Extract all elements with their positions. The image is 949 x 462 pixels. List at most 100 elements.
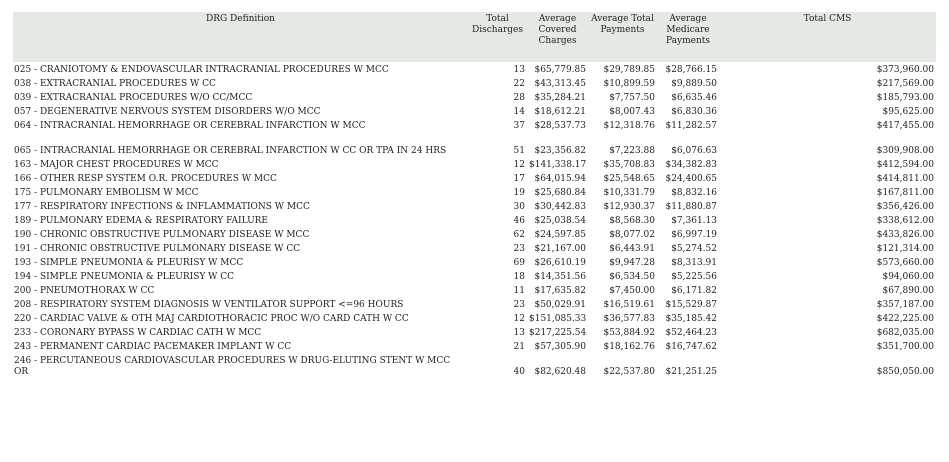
total-discharges-cell: 12 [513, 160, 525, 170]
avg-total-payments-cell: $12,930.37 [603, 202, 655, 212]
table-row: 190 - CHRONIC OBSTRUCTIVE PULMONARY DISE… [13, 227, 936, 241]
avg-covered-charges-cell: $65,779.85 [534, 65, 586, 75]
table-row: 208 - RESPIRATORY SYSTEM DIAGNOSIS W VEN… [13, 297, 936, 311]
total-cms-cell: $412,594.00 [876, 160, 934, 170]
total-cms-cell: $217,569.00 [876, 79, 934, 89]
drg-definition-cell: 194 - SIMPLE PNEUMONIA & PLEURISY W CC [14, 272, 235, 282]
table-row: 233 - CORONARY BYPASS W CARDIAC CATH W M… [13, 325, 936, 339]
drg-table-container: DRG Definition Total Discharges Average … [13, 12, 936, 378]
total-cms-cell: $414,811.00 [876, 174, 934, 184]
avg-total-payments-cell: $29,789.85 [603, 65, 655, 75]
avg-total-payments-cell: $8,077.02 [609, 230, 655, 240]
avg-covered-charges-cell: $18,612.21 [534, 107, 586, 117]
total-discharges-cell: 13 [513, 328, 525, 338]
avg-medicare-payments-cell: $11,880.87 [665, 202, 717, 212]
total-cms-cell: $433,826.00 [876, 230, 934, 240]
table-row: 243 - PERMANENT CARDIAC PACEMAKER IMPLAN… [13, 339, 936, 353]
total-cms-cell: $351,700.00 [876, 342, 934, 352]
total-discharges-cell: 19 [513, 188, 525, 198]
table-row: 064 - INTRACRANIAL HEMORRHAGE OR CEREBRA… [13, 118, 936, 132]
avg-total-payments-cell: $53,884.92 [603, 328, 655, 338]
avg-total-payments-cell: $36,577.83 [603, 314, 655, 324]
total-cms-cell: $121,314.00 [876, 244, 934, 254]
table-row: 025 - CRANIOTOMY & ENDOVASCULAR INTRACRA… [13, 62, 936, 76]
avg-medicare-payments-cell: $15,529.87 [665, 300, 717, 310]
avg-medicare-payments-cell: $6,076.63 [671, 146, 717, 156]
avg-total-payments-cell: $8,007.43 [609, 107, 655, 117]
header-row: DRG Definition Total Discharges Average … [13, 12, 936, 62]
drg-definition-cell: 243 - PERMANENT CARDIAC PACEMAKER IMPLAN… [14, 342, 292, 352]
table-row: 163 - MAJOR CHEST PROCEDURES W MCC 12 $141… [13, 157, 936, 171]
avg-covered-charges-cell: $17,635.82 [534, 286, 586, 296]
total-discharges-cell: 30 [513, 202, 525, 212]
total-cms-cell: $850,050.00 [876, 367, 934, 377]
avg-covered-charges-cell: $43,313.45 [534, 79, 586, 89]
total-discharges-cell: 23 [513, 300, 525, 310]
total-cms-cell: $373,960.00 [876, 65, 934, 75]
drg-definition-cell: 039 - EXTRACRANIAL PROCEDURES W/O CC/MCC [14, 93, 253, 103]
drg-definition-cell: 190 - CHRONIC OBSTRUCTIVE PULMONARY DISE… [14, 230, 310, 240]
avg-covered-charges-cell: $50,029.91 [534, 300, 586, 310]
avg-medicare-payments-cell: $6,635.46 [671, 93, 717, 103]
total-discharges-cell: 62 [513, 230, 525, 240]
avg-total-payments-cell: $7,450.00 [609, 286, 655, 296]
table-row: 191 - CHRONIC OBSTRUCTIVE PULMONARY DISE… [13, 241, 936, 255]
total-cms-cell: $356,426.00 [876, 202, 934, 212]
table-row: 039 - EXTRACRANIAL PROCEDURES W/O CC/MCC… [13, 90, 936, 104]
avg-total-payments-cell: $16,519.61 [603, 300, 655, 310]
total-discharges-cell: 21 [513, 342, 525, 352]
table-row: 175 - PULMONARY EMBOLISM W MCC 19 $25,680.… [13, 185, 936, 199]
total-discharges-cell: 17 [513, 174, 525, 184]
total-discharges-cell: 22 [513, 79, 525, 89]
total-discharges-cell: 28 [513, 93, 525, 103]
avg-total-payments-cell: $10,331.79 [603, 188, 655, 198]
total-discharges-cell: 37 [513, 121, 525, 131]
avg-medicare-payments-cell: $16,747.62 [665, 342, 717, 352]
drg-definition-cell: 220 - CARDIAC VALVE & OTH MAJ CARDIOTHOR… [14, 314, 409, 324]
total-cms-cell: $357,187.00 [876, 300, 934, 310]
total-discharges-cell: 69 [513, 258, 525, 268]
avg-covered-charges-cell: $14,351.56 [534, 272, 586, 282]
total-cms-cell: $682,035.00 [876, 328, 934, 338]
total-cms-cell: $309,908.00 [876, 146, 934, 156]
table-row: 057 - DEGENERATIVE NERVOUS SYSTEM DISORD… [13, 104, 936, 118]
avg-total-payments-cell: $8,568.30 [609, 216, 655, 226]
avg-medicare-payments-cell: $34,382.83 [665, 160, 717, 170]
drg-definition-cell: 025 - CRANIOTOMY & ENDOVASCULAR INTRACRA… [14, 65, 389, 75]
avg-total-payments-cell: $18,162.76 [603, 342, 655, 352]
avg-medicare-payments-cell: $21,251.25 [665, 367, 717, 377]
header-average-total-payments: Average Total Payments [588, 12, 657, 62]
avg-medicare-payments-cell: $7,361.13 [671, 216, 717, 226]
total-discharges-cell: 46 [513, 216, 525, 226]
avg-total-payments-cell: $6,443.91 [609, 244, 655, 254]
table-row: 038 - EXTRACRANIAL PROCEDURES W CC 22 $43,… [13, 76, 936, 90]
total-discharges-cell: 51 [513, 146, 525, 156]
table-row: 065 - INTRACRANIAL HEMORRHAGE OR CEREBRA… [13, 132, 936, 157]
drg-definition-cell: 064 - INTRACRANIAL HEMORRHAGE OR CEREBRA… [14, 121, 366, 131]
total-cms-cell: $67,890.00 [882, 286, 934, 296]
table-row: 200 - PNEUMOTHORAX W CC 11 $17,635.82 $7,45… [13, 283, 936, 297]
avg-total-payments-cell: $7,757.50 [609, 93, 655, 103]
avg-covered-charges-cell: $30,442.83 [534, 202, 586, 212]
drg-definition-cell: 233 - CORONARY BYPASS W CARDIAC CATH W M… [14, 328, 262, 338]
total-discharges-cell: 12 [513, 314, 525, 324]
header-total-discharges: Total Discharges [468, 12, 527, 62]
total-cms-cell: $185,793.00 [876, 93, 934, 103]
drg-definition-cell: 177 - RESPIRATORY INFECTIONS & INFLAMMAT… [14, 202, 310, 212]
total-cms-cell: $95,625.00 [882, 107, 934, 117]
avg-covered-charges-cell: $23,356.82 [534, 146, 586, 156]
drg-definition-cell: 166 - OTHER RESP SYSTEM O.R. PROCEDURES … [14, 174, 277, 184]
avg-total-payments-cell: $22,537.80 [603, 367, 655, 377]
table-row: 177 - RESPIRATORY INFECTIONS & INFLAMMAT… [13, 199, 936, 213]
total-cms-cell: $338,612.00 [876, 216, 934, 226]
avg-total-payments-cell: $7,223.88 [609, 146, 655, 156]
total-cms-cell: $94,060.00 [882, 272, 934, 282]
avg-covered-charges-cell: $25,680.84 [534, 188, 586, 198]
table-row: 220 - CARDIAC VALVE & OTH MAJ CARDIOTHOR… [13, 311, 936, 325]
total-discharges-cell: 23 [513, 244, 525, 254]
drg-definition-cell: 208 - RESPIRATORY SYSTEM DIAGNOSIS W VEN… [14, 300, 404, 310]
drg-definition-cell: 163 - MAJOR CHEST PROCEDURES W MCC [14, 160, 219, 170]
avg-medicare-payments-cell: $6,997.19 [671, 230, 717, 240]
avg-medicare-payments-cell: $5,274.52 [671, 244, 717, 254]
drg-definition-cell: 200 - PNEUMOTHORAX W CC [14, 286, 155, 296]
